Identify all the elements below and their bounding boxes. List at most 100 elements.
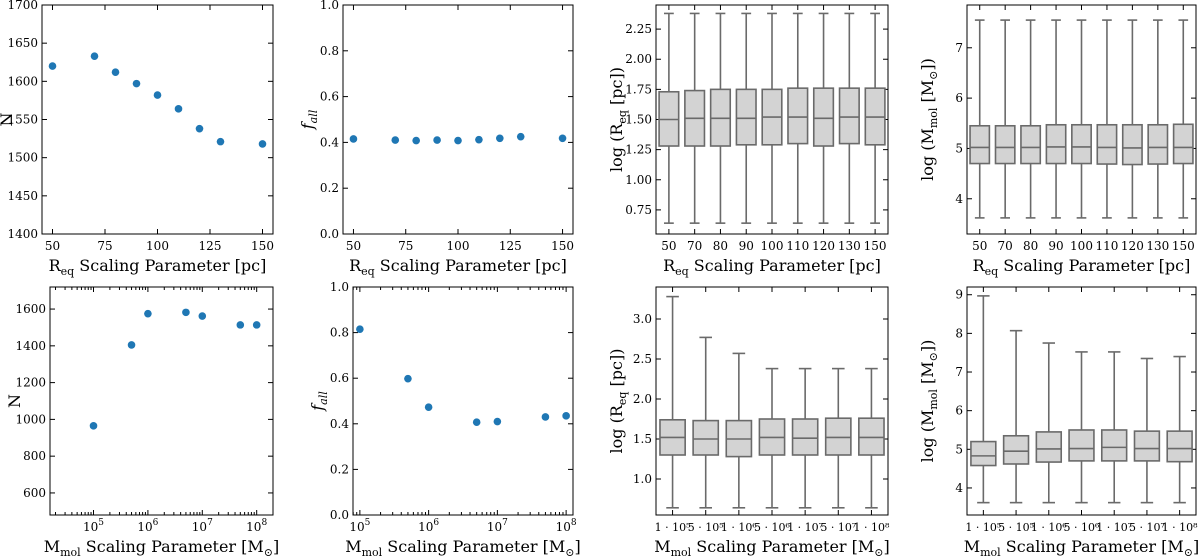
box-iqr — [1133, 430, 1161, 462]
x-tick-label: 106 — [418, 518, 439, 534]
y-tick-label: 0.0 — [320, 227, 339, 241]
x-tick-label: 1 · 10⁶ — [721, 521, 757, 534]
x-tick-label: 50 — [661, 239, 676, 253]
y-tick-label: 1000 — [15, 412, 46, 426]
box-iqr — [1096, 123, 1118, 165]
x-axis-label: Req Scaling Parameter [pc] — [663, 256, 881, 278]
y-tick-label: 2.25 — [625, 22, 652, 36]
x-tick-label: 70 — [998, 239, 1013, 253]
box — [1002, 329, 1030, 504]
x-tick-label: 100 — [761, 239, 784, 253]
panel-r1c4: 4 5 6 7 50 70 80 90 100 110 120 130 150 Req Scaling P… — [918, 4, 1197, 278]
x-axis-label: Mmol Scaling Parameter [M⊙] — [345, 537, 581, 559]
y-tick-label: 1.00 — [625, 173, 652, 187]
box — [970, 295, 997, 504]
y-tick-label: 1.0 — [633, 472, 652, 486]
plot-frame — [49, 286, 274, 516]
panel-r2c2: 0.0 0.2 0.4 0.6 0.8 1.0 105 106 107 108 Mmol Scali… — [308, 280, 581, 559]
y-tick-label: 0.2 — [330, 462, 349, 476]
x-tick-label: 130 — [838, 239, 861, 253]
data-point — [391, 136, 400, 144]
y-tick-label: 0.2 — [320, 181, 339, 195]
box — [761, 12, 783, 224]
x-tick-label: 100 — [447, 239, 470, 253]
box-iqr — [1002, 434, 1030, 465]
x-tick-label: 50 — [972, 239, 987, 253]
box — [1166, 355, 1193, 504]
box — [969, 19, 991, 219]
y-axis-label: N — [5, 394, 24, 408]
data-point — [356, 325, 364, 333]
y-tick-label: 1400 — [15, 339, 46, 353]
x-tick-label: 75 — [398, 239, 413, 253]
x-tick-label: 80 — [1023, 239, 1038, 253]
x-axis-label: Req Scaling Parameter [pc] — [973, 256, 1191, 278]
data-point — [454, 136, 462, 145]
data-point — [433, 136, 441, 144]
plot-frame — [41, 4, 274, 235]
data-point — [404, 374, 412, 383]
box — [1068, 351, 1095, 504]
x-tick-label: 150 — [251, 239, 274, 253]
y-tick-label: 9 — [955, 288, 963, 302]
data-point — [216, 137, 225, 146]
y-tick-label: 4 — [955, 192, 963, 206]
y-tick-label: 1450 — [7, 189, 38, 203]
x-tick-label: 108 — [246, 518, 267, 534]
box — [758, 367, 786, 509]
x-tick-label: 125 — [499, 239, 522, 253]
data-point — [516, 132, 525, 141]
x-tick-label: 5 · 10⁵ — [998, 521, 1034, 534]
data-point — [90, 52, 99, 60]
y-tick-label: 1600 — [7, 74, 38, 88]
y-tick-label: 4 — [955, 481, 963, 495]
x-axis-label: Mmol Scaling Parameter [M⊙] — [964, 537, 1200, 559]
x-tick-label: 110 — [1095, 239, 1118, 253]
plot-frame — [342, 4, 574, 235]
x-tick-label: 5 · 10⁷ — [1129, 521, 1165, 534]
y-tick-label: 1.5 — [633, 432, 652, 446]
data-point — [424, 403, 433, 411]
y-tick-label: 1.0 — [320, 0, 339, 12]
x-tick-label: 105 — [349, 518, 370, 534]
box-iqr — [1121, 123, 1143, 166]
x-tick-label: 1 · 10⁵ — [965, 521, 1001, 534]
box — [791, 367, 819, 509]
y-tick-label: 7 — [955, 365, 963, 379]
y-tick-label: 0.6 — [330, 371, 349, 385]
box-iqr — [838, 87, 860, 145]
y-tick-label: 1200 — [15, 376, 46, 390]
x-tick-label: 1 · 10⁸ — [853, 521, 889, 534]
box — [787, 12, 809, 224]
box-iqr — [692, 419, 720, 456]
data-point — [496, 134, 504, 143]
y-tick-label: 1.25 — [625, 143, 652, 157]
y-tick-label: 1.0 — [330, 280, 349, 294]
y-tick-label: 0.4 — [320, 135, 339, 149]
y-tick-label: 3.0 — [633, 312, 652, 326]
y-tick-label: 0.75 — [625, 203, 652, 217]
box — [812, 12, 835, 224]
box-iqr — [1172, 123, 1194, 165]
data-point — [493, 417, 502, 426]
box — [1096, 19, 1118, 219]
data-point — [252, 321, 261, 329]
box-iqr — [791, 418, 819, 456]
x-tick-label: 75 — [97, 239, 112, 253]
box-iqr — [1100, 429, 1128, 462]
x-tick-label: 107 — [487, 518, 508, 534]
data-point — [89, 422, 98, 430]
box — [1035, 342, 1063, 504]
x-axis-label: Mmol Scaling Parameter [M⊙] — [654, 537, 890, 559]
y-tick-label: 1550 — [7, 113, 38, 127]
y-tick-label: 5 — [955, 442, 963, 456]
x-tick-label: 1 · 10⁷ — [1096, 521, 1132, 534]
data-point — [412, 136, 420, 145]
x-tick-label: 105 — [83, 518, 104, 534]
box-iqr — [970, 440, 997, 467]
y-axis-label: log (Req [pc]) — [607, 349, 629, 454]
data-point — [153, 91, 162, 99]
